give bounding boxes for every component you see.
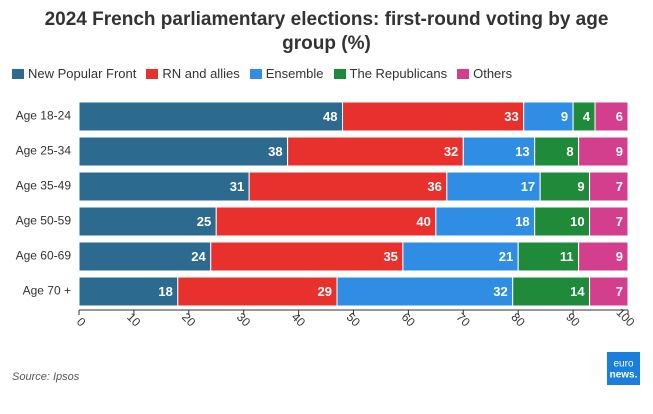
data-label: 21 (499, 249, 513, 264)
data-label: 7 (616, 179, 623, 194)
x-tick-label: 60 (399, 310, 419, 330)
x-tick-label: 0 (74, 315, 89, 330)
legend-item: Others (457, 66, 512, 81)
y-tick-label: Age 70 + (23, 284, 71, 298)
bar-segment (594, 101, 629, 132)
data-label: 11 (560, 249, 574, 264)
logo-text: euro (613, 359, 633, 370)
data-label: 24 (191, 249, 206, 264)
bar-segment (287, 136, 464, 167)
data-label: 17 (521, 179, 535, 194)
y-tick-label: Age 60-69 (16, 249, 72, 263)
x-tick-label: 40 (289, 310, 309, 330)
data-label: 35 (383, 249, 397, 264)
data-label: 29 (318, 284, 332, 299)
bar-segment (78, 101, 344, 132)
source: Source: Ipsos (12, 371, 80, 383)
bar-segment (446, 171, 541, 202)
bar-segment (342, 101, 525, 132)
bar-segment (402, 241, 519, 272)
legend-item: RN and allies (146, 66, 240, 81)
bar-segment (78, 136, 289, 167)
chart-title: 2024 French parliamentary elections: fir… (44, 9, 609, 54)
legend: New Popular Front RN and allies Ensemble Th… (12, 66, 522, 81)
data-label: 33 (504, 109, 518, 124)
bar-segment (248, 171, 448, 202)
legend-label: Others (473, 66, 513, 81)
data-label: 18 (515, 214, 529, 229)
x-tick-label: 100 (613, 305, 637, 329)
x-tick-label: 90 (563, 310, 583, 330)
bar-segment (215, 206, 437, 237)
legend-label: Ensemble (265, 66, 324, 81)
bar-segment (539, 171, 591, 202)
bar-segment (78, 241, 212, 272)
data-label: 31 (230, 179, 244, 194)
bar-segment (435, 206, 536, 237)
bar-segment (534, 206, 591, 237)
data-label: 9 (616, 144, 623, 159)
legend-swatch (146, 68, 159, 79)
bar-segment (512, 276, 591, 307)
legend-label: New Popular Front (28, 66, 137, 81)
data-label: 18 (158, 284, 172, 299)
data-label: 36 (427, 179, 441, 194)
bar-segment (210, 241, 404, 272)
data-label: 13 (515, 144, 529, 159)
bar-segment (78, 206, 217, 237)
bar-segment (78, 171, 250, 202)
legend-item: New Popular Front (12, 66, 136, 81)
bar-segment (177, 276, 338, 307)
x-tick-label: 10 (124, 310, 144, 330)
data-label: 9 (577, 179, 584, 194)
bar-segment (462, 136, 536, 167)
data-label: 25 (197, 214, 211, 229)
data-label: 6 (616, 109, 623, 124)
legend-swatch (249, 68, 262, 79)
x-tick-label: 70 (453, 310, 473, 330)
data-label: 8 (566, 144, 573, 159)
data-label: 7 (616, 214, 623, 229)
y-tick-label: Age 50-59 (16, 214, 72, 228)
data-label: 7 (616, 284, 623, 299)
data-label: 48 (323, 109, 337, 124)
x-tick-label: 30 (234, 310, 254, 330)
bar-segment (523, 101, 574, 132)
bar-segment (78, 276, 179, 307)
bar-segment (589, 206, 629, 237)
legend-item: The Republicans (333, 66, 448, 81)
y-tick-label: Age 18-24 (16, 109, 72, 123)
x-tick-label: 80 (508, 310, 528, 330)
data-label: 40 (416, 214, 430, 229)
data-label: 9 (561, 109, 568, 124)
y-tick-label: Age 25-34 (16, 144, 72, 158)
logo-text: news. (610, 370, 638, 381)
logo-box (607, 352, 640, 385)
bar-segment (589, 276, 629, 307)
data-label: 4 (583, 109, 591, 124)
data-label: 32 (493, 284, 507, 299)
data-label: 9 (616, 249, 623, 264)
legend-swatch (457, 68, 470, 79)
data-label: 32 (444, 144, 458, 159)
legend-swatch (12, 68, 24, 79)
legend-swatch (333, 68, 346, 79)
data-label: 38 (268, 144, 282, 159)
data-label: 10 (570, 214, 584, 229)
legend-label: RN and allies (162, 66, 240, 81)
bar-segment (517, 241, 580, 272)
x-tick-label: 50 (344, 310, 364, 330)
legend-label: The Republicans (349, 66, 448, 81)
bar-segment (578, 136, 629, 167)
bar-segment (336, 276, 514, 307)
data-label: 14 (570, 284, 585, 299)
bar-segment (534, 136, 580, 167)
legend-item: Ensemble (249, 66, 324, 81)
bar-segment (589, 171, 629, 202)
bar-segment (578, 241, 629, 272)
y-tick-label: Age 35-49 (16, 179, 72, 193)
x-tick-label: 20 (179, 310, 199, 330)
